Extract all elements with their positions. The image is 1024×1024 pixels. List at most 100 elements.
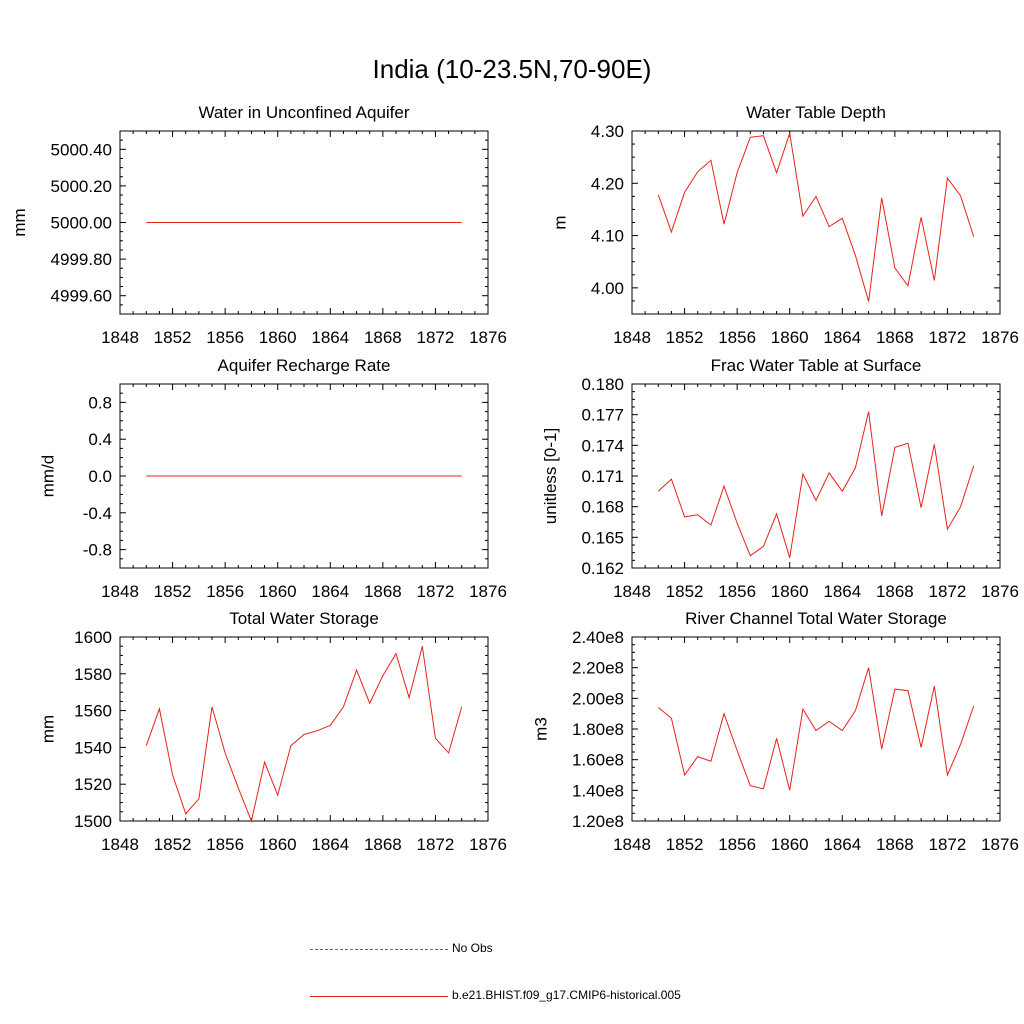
legend-obs-label: No Obs — [452, 941, 493, 955]
panel-title: Frac Water Table at Surface — [711, 356, 922, 375]
x-tick-label: 1856 — [718, 835, 756, 854]
data-point — [212, 222, 213, 223]
data-point — [172, 222, 173, 223]
data-point — [724, 713, 725, 714]
data-point — [973, 465, 974, 466]
x-tick-label: 1848 — [613, 328, 651, 347]
y-tick-label: 2.00e8 — [572, 689, 624, 708]
data-point — [776, 513, 777, 514]
chart-panel-3: 1848 1852 1856 1860 1864 1868 1872 1876 -0.8 -0.4… — [39, 356, 507, 601]
y-tick-label: 1.20e8 — [572, 812, 624, 831]
x-tick-label: 1868 — [876, 328, 914, 347]
data-point — [763, 135, 764, 136]
x-tick-label: 1864 — [311, 835, 349, 854]
data-point — [422, 476, 423, 477]
y-axis-label: unitless [0-1] — [541, 428, 560, 524]
x-tick-label: 1848 — [613, 835, 651, 854]
data-point — [198, 222, 199, 223]
data-point — [277, 476, 278, 477]
y-tick-label: 2.40e8 — [572, 628, 624, 647]
data-point — [842, 491, 843, 492]
y-tick-label: 0.8 — [88, 393, 112, 412]
data-point — [304, 476, 305, 477]
figure-title: India (10-23.5N,70-90E) — [372, 54, 652, 84]
data-point — [697, 756, 698, 757]
data-point — [304, 734, 305, 735]
y-tick-label: 0.168 — [581, 498, 624, 517]
data-point — [461, 476, 462, 477]
data-point — [264, 762, 265, 763]
chart-panel-1: 1848 1852 1856 1860 1864 1868 1872 1876 4999.60 4… — [10, 103, 507, 347]
data-point — [422, 646, 423, 647]
x-tick-label: 1872 — [929, 582, 967, 601]
data-point — [290, 745, 291, 746]
y-tick-label: 5000.40 — [51, 140, 112, 159]
data-point — [658, 194, 659, 195]
x-tick-label: 1868 — [364, 582, 402, 601]
x-tick-label: 1852 — [154, 582, 192, 601]
data-point — [881, 748, 882, 749]
data-point — [684, 192, 685, 193]
chart-panel-4: 1848 1852 1856 1860 1864 1868 1872 1876 0.162 0.1… — [541, 356, 1019, 601]
data-point — [396, 222, 397, 223]
y-tick-label: 0.165 — [581, 528, 624, 547]
data-point — [146, 222, 147, 223]
series-line — [657, 411, 975, 558]
data-point — [697, 514, 698, 515]
data-point — [198, 798, 199, 799]
x-tick-label: 1864 — [311, 582, 349, 601]
data-point — [789, 133, 790, 134]
data-point — [855, 710, 856, 711]
data-point — [343, 222, 344, 223]
data-point — [724, 486, 725, 487]
x-tick-label: 1872 — [929, 835, 967, 854]
data-point — [921, 507, 922, 508]
data-point — [658, 707, 659, 708]
y-tick-label: 1580 — [74, 665, 112, 684]
data-point — [146, 745, 147, 746]
data-point — [868, 411, 869, 412]
x-tick-label: 1864 — [823, 582, 861, 601]
data-point — [908, 690, 909, 691]
data-point — [461, 222, 462, 223]
data-point — [185, 222, 186, 223]
x-tick-label: 1848 — [101, 328, 139, 347]
data-point — [343, 476, 344, 477]
data-point — [159, 476, 160, 477]
data-point — [369, 222, 370, 223]
data-point — [317, 476, 318, 477]
x-tick-label: 1860 — [771, 582, 809, 601]
data-point — [934, 686, 935, 687]
axes-frame — [631, 636, 1001, 822]
x-tick-label: 1848 — [101, 582, 139, 601]
y-tick-label: 0.4 — [88, 430, 112, 449]
data-point — [908, 443, 909, 444]
x-tick-label: 1864 — [311, 328, 349, 347]
x-tick-label: 1868 — [364, 835, 402, 854]
data-point — [409, 697, 410, 698]
data-point — [251, 821, 252, 822]
x-tick-label: 1876 — [469, 582, 507, 601]
y-tick-label: 2.20e8 — [572, 659, 624, 678]
x-tick-label: 1868 — [876, 582, 914, 601]
data-point — [304, 222, 305, 223]
data-point — [684, 775, 685, 776]
y-tick-label: 1600 — [74, 628, 112, 647]
x-tick-label: 1864 — [823, 835, 861, 854]
y-tick-label: 4999.80 — [51, 250, 112, 269]
data-point — [816, 196, 817, 197]
y-tick-label: 0.180 — [581, 375, 624, 394]
data-point — [671, 231, 672, 232]
y-tick-label: 5000.20 — [51, 177, 112, 196]
data-point — [277, 222, 278, 223]
data-point — [396, 476, 397, 477]
y-tick-label: 0.162 — [581, 559, 624, 578]
data-point — [277, 795, 278, 796]
data-point — [710, 160, 711, 161]
x-tick-label: 1872 — [417, 328, 455, 347]
data-point — [802, 216, 803, 217]
data-point — [382, 476, 383, 477]
y-axis-label: mm/d — [39, 455, 58, 498]
y-tick-label: 4.20 — [591, 174, 624, 193]
x-tick-label: 1856 — [718, 582, 756, 601]
